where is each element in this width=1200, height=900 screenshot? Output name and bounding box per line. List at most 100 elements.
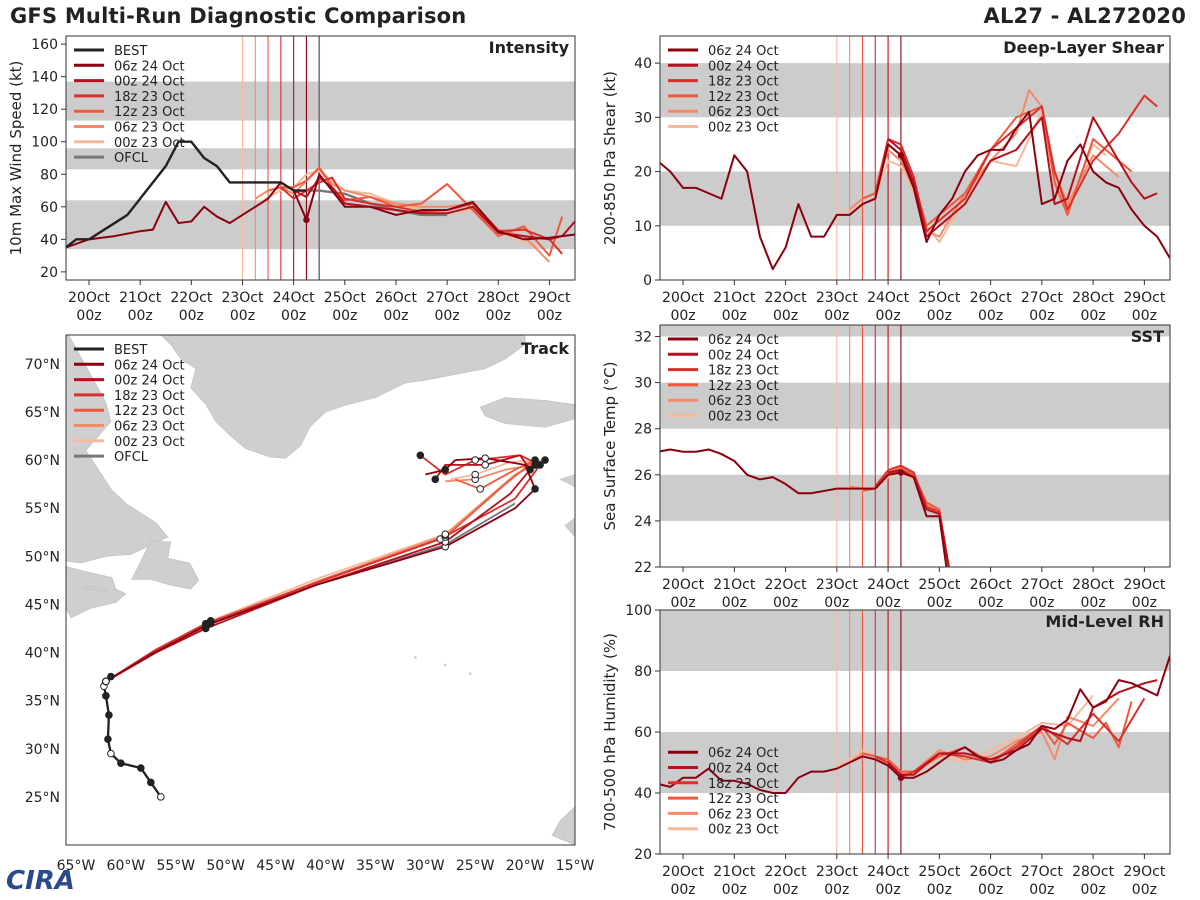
track-marker [206,616,215,625]
x-tick-label: 20°W [506,858,545,874]
x-tick-label: 29Oct [1123,290,1166,306]
y-tick-label: 40 [40,232,58,248]
x-tick-label: 00z [383,308,408,324]
x-tick-label: 00z [927,308,952,324]
x-tick-label: 28Oct [1072,577,1115,593]
track-marker [526,465,534,474]
x-tick-label: 00z [1029,308,1054,324]
azores-island [468,672,472,676]
x-tick-label: 35°W [356,858,395,874]
x-tick-label: 00z [281,308,306,324]
x-tick-label: 00z [1132,882,1157,898]
track-marker [481,461,489,469]
legend-label: 00z 24 Oct [708,59,779,74]
track-marker [102,692,110,700]
x-tick-label: 22Oct [765,577,808,593]
track-marker [117,759,125,768]
axes-frame [659,35,1171,281]
init-point [897,152,905,159]
x-tick-label: 00z [1081,882,1106,898]
x-tick-label: 00z [876,308,901,324]
x-tick-label: 25Oct [918,864,961,880]
greenland-land [160,335,526,459]
y-tick-label: 160 [31,37,58,53]
track-marker [531,485,539,493]
x-tick-label: 26Oct [375,290,418,306]
canada-land [66,335,169,564]
track-line-best [102,675,162,798]
x-tick-label: 00z [537,308,562,324]
x-tick-label: 26Oct [970,864,1013,880]
track-marker [531,461,539,469]
x-tick-label: 23Oct [816,290,859,306]
y-tick-label: 22 [634,560,652,576]
y-tick-label: 60°N [25,453,60,469]
y-tick-label: 100 [31,135,58,151]
y-tick-label: 40°N [25,646,60,662]
x-tick-label: 25Oct [918,290,961,306]
legend-label: 12z 23 Oct [708,379,779,394]
x-tick-label: 27Oct [1021,577,1064,593]
x-tick-label: 00z [722,308,747,324]
y-tick-label: 50°N [25,549,60,565]
x-tick-label: 00z [773,882,798,898]
panel-rh: 20 40 60 80 100 20Oct 00z 21Oct 00z 22Oct 00z 23Oct… [601,603,1171,898]
track-marker [102,677,110,686]
legend-label: 18z 23 Oct [114,389,185,404]
x-tick-label: 29Oct [1123,577,1166,593]
x-tick-label: 23Oct [816,577,859,593]
x-tick-label: 00z [978,595,1003,611]
x-tick-label: 24Oct [867,864,910,880]
x-tick-label: 26Oct [970,577,1013,593]
legend-label: 18z 23 Oct [114,90,185,105]
legend-label: OFCL [114,151,149,166]
init-point [897,469,905,476]
x-tick-label: 25Oct [918,577,961,593]
panel-title: Track [521,339,569,358]
axes-frame [65,334,576,846]
legend-label: 00z 23 Oct [114,136,185,151]
x-tick-label: 55°W [156,858,195,874]
x-tick-label: 22Oct [765,864,808,880]
climo-band [66,148,575,170]
track-marker [157,793,165,801]
panel-title: Intensity [489,38,570,57]
azores-island [413,655,417,659]
panel-title: SST [1131,327,1164,346]
x-tick-label: 28Oct [1072,290,1115,306]
y-tick-label: 0 [643,273,652,289]
x-tick-label: 15°W [556,858,595,874]
x-tick-label: 29Oct [528,290,571,306]
x-tick-label: 29Oct [1123,864,1166,880]
legend-label: 00z 24 Oct [114,75,185,90]
legend-label: 06z 24 Oct [708,746,779,761]
plot-area [66,36,575,280]
y-tick-label: 32 [634,330,652,346]
x-tick-label: 00z [824,308,849,324]
y-tick-label: 30 [634,376,652,392]
x-tick-label: 00z [824,595,849,611]
y-tick-label: 35°N [25,694,60,710]
x-tick-label: 27Oct [1021,864,1064,880]
x-tick-label: 24Oct [273,290,316,306]
x-tick-label: 00z [230,308,255,324]
figure-title: GFS Multi-Run Diagnostic Comparison [10,4,467,28]
legend-label: 12z 23 Oct [708,90,779,105]
climo-band [66,81,575,121]
track-line-00z-24-oct [105,454,531,683]
storm-id: AL27 - AL272020 [983,4,1186,28]
x-tick-label: 00z [927,595,952,611]
panel-title: Mid-Level RH [1045,612,1164,631]
pei-land [82,584,107,593]
y-tick-label: 25°N [25,790,60,806]
y-axis-label: Sea Surface Temp (°C) [601,361,619,530]
track-marker [416,451,425,460]
legend-label: 12z 23 Oct [114,105,185,120]
y-tick-label: 140 [31,70,58,86]
y-tick-label: 45°N [25,597,60,613]
track-marker [107,672,115,681]
y-tick-label: 60 [40,200,58,216]
